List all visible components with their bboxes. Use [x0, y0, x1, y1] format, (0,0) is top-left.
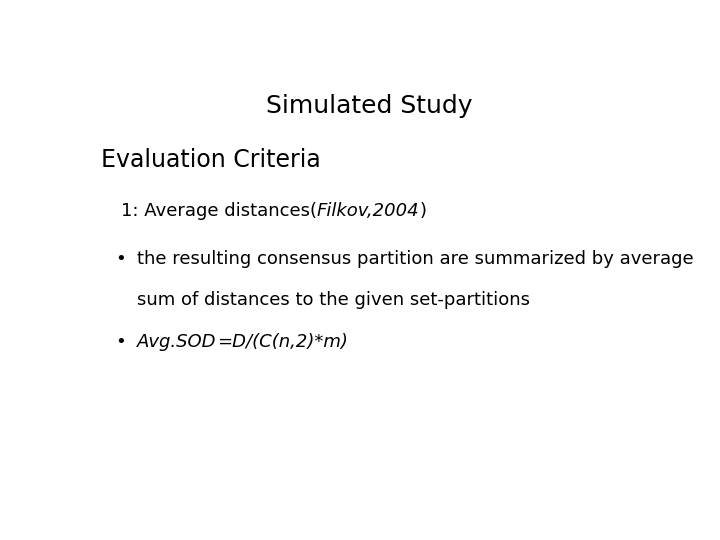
Text: Evaluation Criteria: Evaluation Criteria: [101, 148, 321, 172]
Text: 1: Average distances(: 1: Average distances(: [121, 202, 317, 220]
Text: ): ): [419, 202, 426, 220]
Text: =D/(C(n,2)*m): =D/(C(n,2)*m): [217, 333, 348, 351]
Text: Avg.SOD: Avg.SOD: [138, 333, 217, 351]
Text: sum of distances to the given set-partitions: sum of distances to the given set-partit…: [138, 292, 531, 309]
Text: Filkov,2004: Filkov,2004: [317, 202, 419, 220]
Text: Simulated Study: Simulated Study: [266, 94, 472, 118]
Text: •: •: [115, 250, 126, 268]
Text: the resulting consensus partition are summarized by average: the resulting consensus partition are su…: [138, 250, 694, 268]
Text: •: •: [115, 333, 126, 351]
